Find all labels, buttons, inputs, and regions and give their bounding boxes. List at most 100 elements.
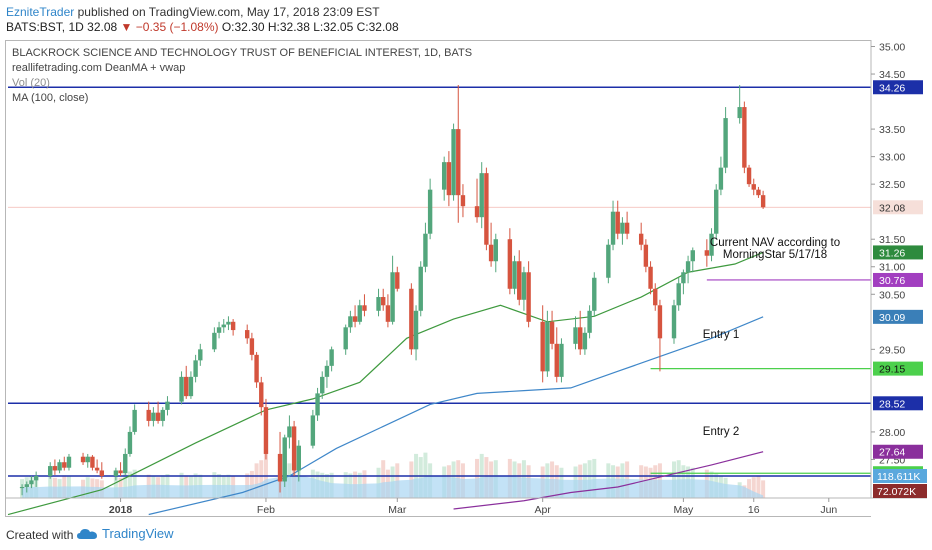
- candle-body: [657, 305, 663, 339]
- volume-label-box: [873, 484, 927, 498]
- candle-body: [324, 365, 330, 377]
- candle-body: [615, 211, 620, 234]
- candle-body: [714, 189, 719, 234]
- candle-body: [179, 376, 184, 402]
- x-tick-label: 2018: [109, 504, 133, 516]
- candle: [512, 255, 517, 295]
- candle: [606, 239, 611, 284]
- price-label: 34.26: [879, 82, 905, 94]
- candle-body: [315, 393, 320, 416]
- symbol-info: BATS:BST, 1D 32.08 ▼ −0.35 (−1.08%) O:32…: [6, 20, 399, 34]
- candle-body: [690, 250, 695, 262]
- tradingview-logo[interactable]: TradingView: [76, 526, 174, 541]
- candle: [554, 327, 559, 383]
- price-label-box: [873, 361, 923, 376]
- volume-bar: [263, 438, 268, 498]
- candle-body: [245, 330, 250, 339]
- candle-body: [409, 288, 414, 350]
- created-with-text: Created with: [6, 528, 74, 542]
- volume-bar: [756, 475, 761, 498]
- candle: [226, 316, 231, 331]
- candle: [184, 365, 189, 399]
- candle-body: [624, 222, 630, 234]
- candle-body: [488, 244, 494, 262]
- candle-body: [282, 437, 287, 482]
- candle-body: [620, 222, 625, 234]
- candle-body: [48, 466, 53, 476]
- candle-body: [559, 343, 564, 377]
- candle-body: [320, 376, 325, 394]
- volume-bar: [761, 480, 766, 498]
- candle: [517, 250, 522, 306]
- y-tick-label: 31.00: [879, 262, 905, 274]
- candle-body: [545, 321, 550, 372]
- candle: [657, 299, 663, 372]
- candle: [456, 85, 461, 223]
- candle-body: [460, 195, 466, 207]
- candle: [287, 415, 292, 449]
- y-tick-label: 33.50: [879, 124, 905, 136]
- candle-body: [230, 321, 236, 331]
- volume-bar: [123, 474, 128, 498]
- candle: [179, 371, 184, 405]
- candle: [385, 294, 391, 328]
- candle: [423, 222, 428, 273]
- y-tick-label: 28.00: [879, 427, 905, 439]
- ma-green-line: [7, 251, 764, 516]
- candle: [559, 338, 564, 383]
- entry2-annotation: Entry 2: [702, 426, 740, 438]
- candle-body: [249, 338, 255, 355]
- price-label-box: [873, 80, 923, 95]
- price-label: 32.08: [879, 202, 905, 214]
- candle: [221, 319, 226, 333]
- candle-body: [254, 354, 259, 383]
- candle-body: [62, 462, 67, 468]
- price-label: 31.26: [879, 247, 905, 259]
- candle-body: [376, 297, 381, 311]
- candle-body: [737, 107, 742, 119]
- candle-body: [395, 272, 400, 289]
- candle: [85, 453, 90, 468]
- candle-body: [113, 470, 119, 476]
- candle-body: [610, 211, 616, 245]
- nav-annotation: Current NAV according to MorningStar 5/1…: [695, 237, 855, 261]
- candle-body: [554, 343, 559, 377]
- candle-body: [517, 261, 522, 300]
- author-link[interactable]: EzniteTrader: [6, 5, 75, 19]
- candle-body: [57, 462, 62, 471]
- candle-body: [259, 382, 264, 408]
- candle-body: [296, 445, 301, 471]
- candle: [296, 440, 301, 482]
- candle-body: [226, 321, 231, 325]
- candle-body: [709, 233, 714, 256]
- volume-bar: [672, 461, 677, 498]
- candle-body: [479, 173, 484, 218]
- candle-body: [188, 376, 194, 397]
- candle: [324, 360, 330, 388]
- candle: [113, 467, 119, 481]
- candle: [48, 462, 53, 479]
- x-tick-label: 16: [748, 504, 760, 516]
- price-chart[interactable]: 35.00 34.50 33.50 33.00 32.50 31.50 31.00 30.50…: [5, 40, 927, 518]
- candle: [188, 371, 194, 399]
- candle-body: [343, 327, 348, 350]
- candle: [118, 462, 123, 476]
- candle: [676, 277, 681, 311]
- candle: [90, 455, 95, 471]
- candle-body: [718, 167, 724, 190]
- candle-body: [756, 189, 761, 196]
- price-label: 28.52: [879, 398, 905, 410]
- candle: [315, 387, 320, 421]
- candle: [409, 283, 414, 355]
- candle-body: [512, 261, 517, 289]
- candle-body: [291, 426, 297, 471]
- candle-body: [329, 349, 334, 366]
- candle-body: [653, 288, 658, 306]
- candle-body: [474, 206, 480, 218]
- volume-bar: [592, 458, 597, 498]
- price-label-box: [873, 200, 923, 215]
- candle: [521, 266, 527, 311]
- candle-body: [413, 310, 419, 350]
- candle: [395, 266, 400, 292]
- candle: [681, 269, 686, 295]
